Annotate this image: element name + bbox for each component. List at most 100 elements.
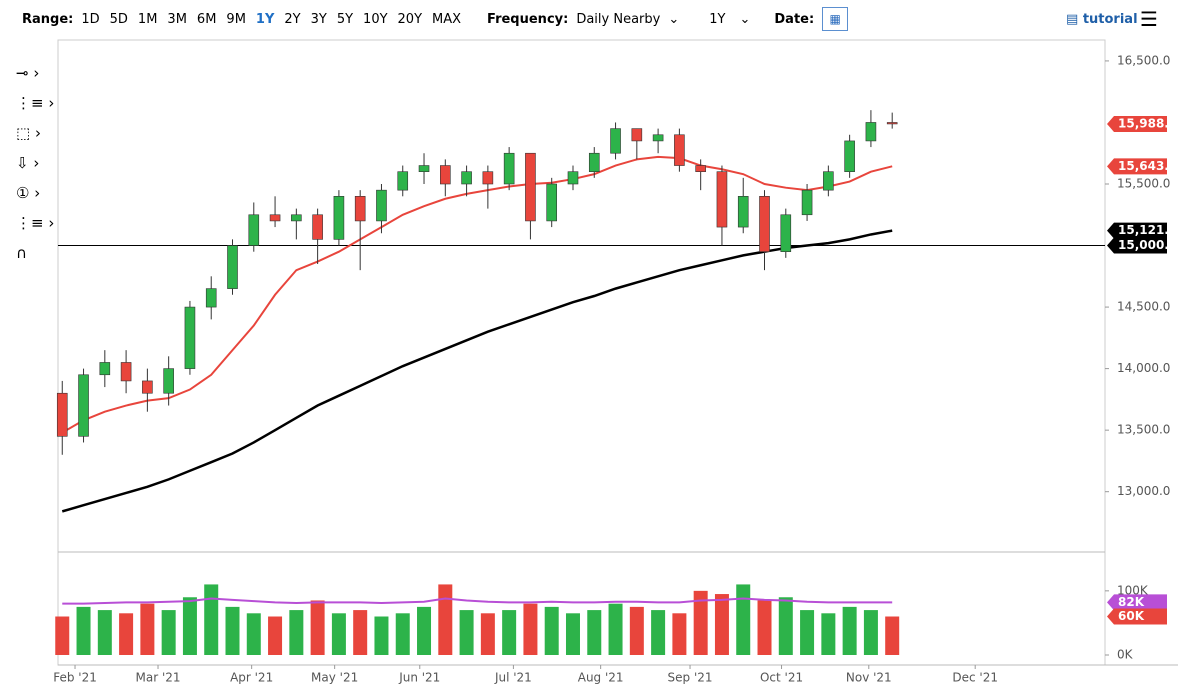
candle-body xyxy=(801,189,813,216)
volume-bar xyxy=(204,584,219,655)
candle-body xyxy=(205,288,217,308)
range-button[interactable]: 20Y xyxy=(397,11,423,27)
range-button[interactable]: 5Y xyxy=(336,11,354,27)
x-tick-label: Mar '21 xyxy=(136,671,181,685)
price-tag-label: 15,988.0 xyxy=(1118,116,1177,130)
volume-bar xyxy=(714,594,729,655)
y-tick-label: 15,500.0 xyxy=(1117,177,1170,191)
range-button[interactable]: 1D xyxy=(81,11,100,27)
candle-body xyxy=(397,171,409,191)
range-button[interactable]: 10Y xyxy=(363,11,388,27)
price-tag-label: 15,643.5 xyxy=(1118,159,1177,173)
range-button[interactable]: 1M xyxy=(137,11,158,27)
candle-body xyxy=(312,214,323,240)
x-tick-label: Feb '21 xyxy=(53,671,97,685)
volume-bar xyxy=(672,613,687,655)
candle-body xyxy=(142,380,153,394)
tutorial-text: tutorial xyxy=(1082,11,1138,27)
volume-bar xyxy=(417,606,432,655)
tutorial-link[interactable]: ▤ tutorial xyxy=(1066,11,1138,27)
tools: ⊸ › ⋮≡ › ⬚ › ⇩ › ① › ⋮≡ › ∩ xyxy=(16,58,54,268)
volume-bar xyxy=(885,616,900,655)
volume-bar xyxy=(374,616,389,655)
chevron: ⌄ xyxy=(739,11,751,27)
volume-bar xyxy=(693,590,708,655)
range-label: Range: xyxy=(22,11,74,27)
candle-body xyxy=(652,134,664,142)
candle-body xyxy=(759,196,770,252)
x-tick-label: Sep '21 xyxy=(668,671,713,685)
candle-body xyxy=(674,134,685,166)
price-tag-label: 15,121.0 xyxy=(1118,223,1177,237)
tool[interactable]: ⊸ › xyxy=(16,64,40,82)
candle-body xyxy=(354,196,366,222)
candle-body xyxy=(418,165,430,172)
volume-bar xyxy=(502,610,517,655)
range-button[interactable]: 6M xyxy=(196,11,217,27)
candle-body xyxy=(610,128,621,154)
tool[interactable]: ⬚ › xyxy=(16,124,41,142)
volume-bar xyxy=(736,584,751,655)
candle-body xyxy=(227,245,238,289)
x-tick-label: Aug '21 xyxy=(578,671,624,685)
volume-bar xyxy=(544,606,559,655)
volume-bar xyxy=(289,610,304,655)
volume-bar xyxy=(310,600,325,655)
range-button[interactable]: MAX xyxy=(432,11,462,27)
volume-bar xyxy=(778,597,793,655)
volume-bar xyxy=(76,606,91,655)
volume-ma-line xyxy=(62,597,893,605)
x-tick-label: May '21 xyxy=(311,671,358,685)
volume-bar xyxy=(55,616,70,655)
tool[interactable]: ∩ xyxy=(16,244,27,262)
range-button[interactable]: 2Y xyxy=(284,11,301,27)
tool[interactable]: ① › xyxy=(16,184,41,202)
range-button[interactable]: 3M xyxy=(167,11,187,27)
tool[interactable]: ⋮≡ › xyxy=(16,214,55,232)
volume-bar xyxy=(629,606,644,655)
menu-button[interactable]: ☰ xyxy=(1140,7,1158,31)
volume-bar xyxy=(821,613,836,655)
x-tick-label: Apr '21 xyxy=(230,671,273,685)
candle-body xyxy=(461,171,472,185)
calendar-button[interactable]: ▦ xyxy=(822,7,849,31)
price-tag xyxy=(1107,115,1167,132)
ma50-line xyxy=(61,155,893,434)
candle-body xyxy=(716,171,728,228)
volume-bar xyxy=(438,584,453,655)
candle-body xyxy=(376,189,387,222)
plot-frame xyxy=(57,39,1106,666)
candle-body xyxy=(482,171,494,185)
chevron: ⌄ xyxy=(668,11,680,27)
range-button[interactable]: 9M xyxy=(226,11,246,27)
candle-body xyxy=(56,392,68,437)
range-button[interactable]: 5D xyxy=(109,11,128,27)
period-select[interactable]: 1Y xyxy=(709,11,726,27)
volume-bar xyxy=(459,610,474,655)
price-tag xyxy=(1107,608,1167,625)
date-label: Date: xyxy=(774,11,815,27)
candle-body xyxy=(844,140,855,172)
candle-body xyxy=(291,214,302,222)
volume-bar xyxy=(119,613,134,655)
volume-bar xyxy=(587,610,602,655)
price-tag xyxy=(1107,222,1167,239)
price-tag xyxy=(1107,594,1167,611)
volume-bar xyxy=(800,610,815,655)
tool[interactable]: ⋮≡ › xyxy=(16,94,55,112)
candle-body xyxy=(631,128,643,142)
tool[interactable]: ⇩ › xyxy=(16,154,40,172)
range-button[interactable]: 3Y xyxy=(310,11,327,27)
candle-body xyxy=(546,183,558,222)
ranges: 1D 5D 1M 3M 6M 9M 1Y 2Y 3Y 5Y 10Y 20Y MAX xyxy=(81,12,471,27)
volume-bar xyxy=(651,610,666,655)
toolbar: Range: 1D 5D 1M 3M 6M 9M 1Y 2Y 3Y 5Y 10Y 20Y MAX Fre… xyxy=(0,0,1178,38)
y-tick-label: 16,500.0 xyxy=(1117,53,1170,67)
frequency-select[interactable]: Daily Nearby xyxy=(576,11,661,27)
x-tick-label: Oct '21 xyxy=(760,671,803,685)
y-tick-label: 14,000.0 xyxy=(1117,361,1170,375)
candle-body xyxy=(269,214,281,222)
range-button[interactable]: 1Y xyxy=(255,11,275,27)
